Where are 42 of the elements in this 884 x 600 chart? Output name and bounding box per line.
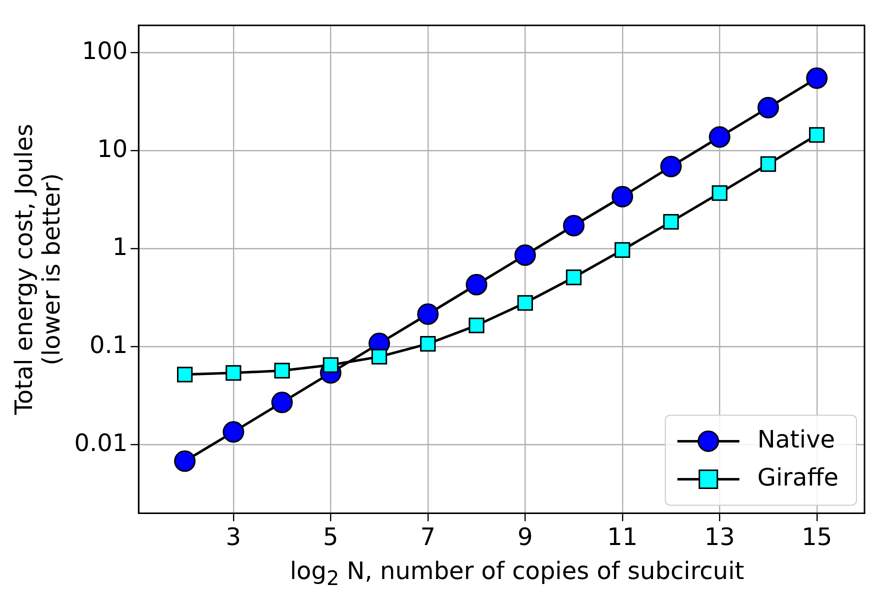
y-tick-label: 0.01 xyxy=(74,428,128,457)
legend-label: Native xyxy=(757,425,836,454)
point xyxy=(514,244,536,266)
point xyxy=(466,274,488,296)
point xyxy=(322,357,338,373)
point xyxy=(806,67,828,89)
y-tick-label: 10 xyxy=(97,134,128,163)
point xyxy=(612,186,634,208)
x-tick-label: 15 xyxy=(802,522,832,551)
x-tick-label: 13 xyxy=(704,522,735,551)
point xyxy=(760,156,776,172)
x-axis-title: log$_{2}$ N, number of copies of subcircuit xyxy=(288,556,746,592)
point xyxy=(417,303,439,325)
point xyxy=(468,318,484,334)
point xyxy=(708,126,730,148)
point xyxy=(222,421,244,443)
point xyxy=(712,185,728,201)
y-axis-title: Total energy cost, Joules (lower is better) xyxy=(10,124,66,416)
point xyxy=(274,362,290,378)
point xyxy=(226,365,242,381)
point xyxy=(271,392,293,414)
point xyxy=(517,295,533,311)
y-tick-label: 0.1 xyxy=(89,330,128,359)
y-tick-label: 100 xyxy=(82,36,128,65)
point xyxy=(614,242,630,258)
y-tick-label: 1 xyxy=(112,232,128,261)
legend-label: Giraffe xyxy=(757,463,838,492)
point xyxy=(420,336,436,352)
x-tick-label: 11 xyxy=(607,522,638,551)
point xyxy=(563,214,585,236)
x-tick-label: 9 xyxy=(518,522,533,551)
point xyxy=(371,348,388,365)
x-tick-label: 7 xyxy=(420,522,436,551)
x-tick-label: 3 xyxy=(226,522,242,551)
point xyxy=(566,270,582,286)
point xyxy=(177,366,193,382)
point xyxy=(809,127,825,143)
point xyxy=(660,156,682,178)
point xyxy=(174,450,196,472)
x-tick-label: 5 xyxy=(323,522,338,551)
point xyxy=(663,214,679,230)
point xyxy=(757,96,779,118)
